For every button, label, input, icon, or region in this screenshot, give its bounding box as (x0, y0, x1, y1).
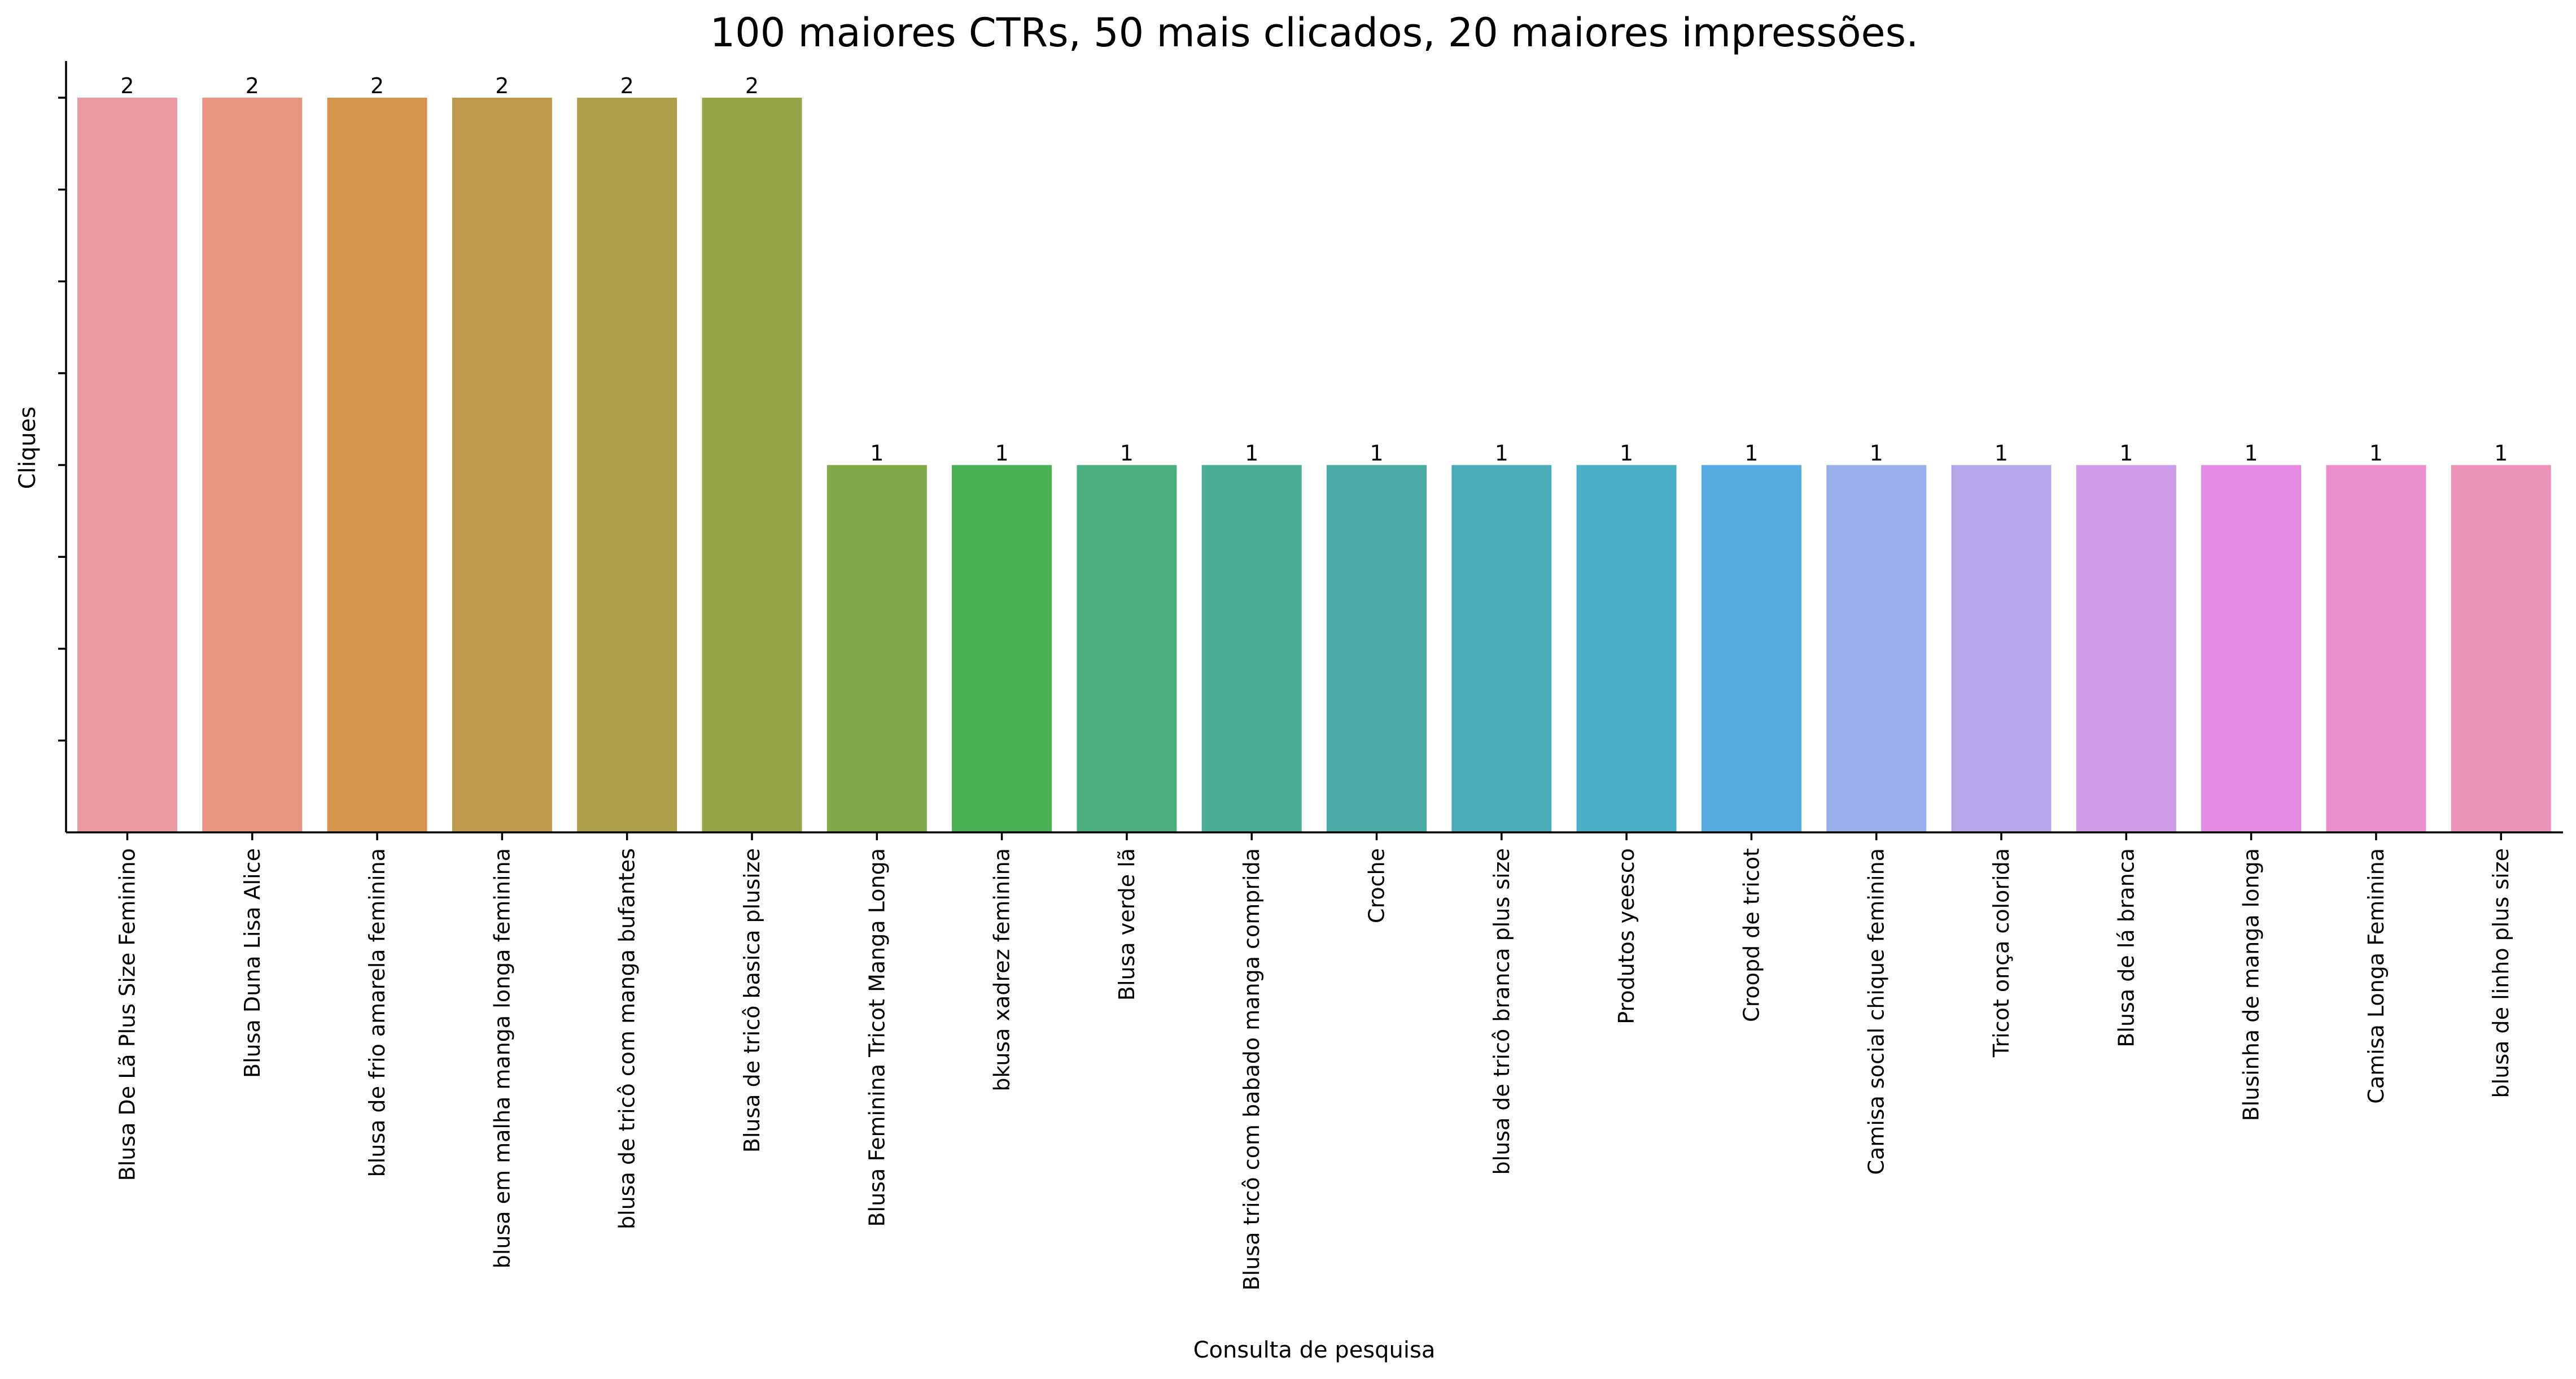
x-tick-label-16: Blusa de lá branca (2114, 848, 2138, 1048)
bar-value-label-19: 1 (2494, 441, 2508, 466)
x-tick-label-6: Blusa Feminina Tricot Manga Longa (864, 848, 889, 1227)
bar-15 (1951, 465, 2052, 832)
bar-value-label-5: 2 (745, 73, 759, 98)
x-axis-label: Consulta de pesquisa (1193, 1337, 1436, 1363)
x-tick-label-8: Blusa verde lã (1114, 848, 1139, 1001)
bar-3 (452, 98, 552, 832)
bar-value-label-11: 1 (1495, 441, 1508, 466)
bar-labels-group: 2 2 2 2 2 2 1 1 1 1 1 1 1 1 1 1 1 1 1 1 (120, 73, 2508, 466)
bar-value-label-6: 1 (870, 441, 884, 466)
bar-9 (1201, 465, 1302, 832)
bar-17 (2201, 465, 2302, 832)
bar-value-label-1: 2 (246, 73, 259, 98)
bar-value-label-3: 2 (495, 73, 509, 98)
x-tick-label-15: Tricot onça colorida (1989, 848, 2014, 1058)
bar-value-label-12: 1 (1620, 441, 1633, 466)
bar-19 (2451, 465, 2551, 832)
bar-14 (1826, 465, 1927, 832)
x-tick-label-7: bkusa xadrez feminina (990, 848, 1014, 1092)
x-tick-label-10: Croche (1364, 848, 1389, 923)
x-ticks-group: Blusa De Lã Plus Size Feminino Blusa Duna… (115, 832, 2513, 1290)
x-tick-label-13: Croopd de tricot (1739, 848, 1764, 1022)
bar-0 (77, 98, 177, 832)
x-tick-label-0: Blusa De Lã Plus Size Feminino (115, 848, 140, 1181)
bar-12 (1576, 465, 1677, 832)
bar-2 (327, 98, 427, 832)
bar-value-label-16: 1 (2119, 441, 2133, 466)
x-tick-label-18: Camisa Longa Feminina (2364, 848, 2389, 1104)
y-ticks-group (58, 97, 66, 742)
bars-group (77, 98, 2551, 832)
bar-1 (202, 98, 303, 832)
bar-7 (952, 465, 1052, 832)
bar-value-label-4: 2 (620, 73, 634, 98)
bar-8 (1077, 465, 1177, 832)
bar-16 (2076, 465, 2176, 832)
bar-11 (1451, 465, 1552, 832)
bar-value-label-10: 1 (1370, 441, 1383, 466)
x-tick-label-4: blusa de tricô com manga bufantes (615, 848, 640, 1229)
x-tick-label-9: Blusa tricô com babado manga comprida (1239, 848, 1264, 1290)
x-tick-label-5: Blusa de tricô basica plusize (740, 848, 764, 1153)
bar-13 (1701, 465, 1801, 832)
bar-value-label-17: 1 (2245, 441, 2258, 466)
x-tick-label-11: blusa de tricô branca plus size (1489, 848, 1514, 1175)
x-tick-label-3: blusa em malha manga longa feminina (489, 848, 514, 1268)
bar-4 (577, 98, 677, 832)
x-tick-label-12: Produtos yeesco (1614, 848, 1639, 1024)
x-tick-label-17: Blusinha de manga longa (2239, 848, 2264, 1121)
bar-value-label-0: 2 (120, 73, 134, 98)
bar-value-label-13: 1 (1744, 441, 1758, 466)
chart-title: 100 maiores CTRs, 50 mais clicados, 20 m… (710, 10, 1919, 56)
x-tick-label-1: Blusa Duna Lisa Alice (240, 848, 265, 1078)
bar-value-label-15: 1 (1995, 441, 2008, 466)
bar-value-label-8: 1 (1120, 441, 1134, 466)
bar-value-label-7: 1 (995, 441, 1009, 466)
bar-10 (1327, 465, 1427, 832)
bar-18 (2326, 465, 2426, 832)
y-axis-label: Cliques (15, 407, 41, 489)
x-tick-label-2: blusa de frio amarela feminina (365, 848, 390, 1177)
bar-value-label-18: 1 (2369, 441, 2383, 466)
bar-value-label-14: 1 (1870, 441, 1883, 466)
bar-5 (702, 98, 802, 832)
bar-value-label-2: 2 (370, 73, 384, 98)
x-tick-label-19: blusa de linho plus size (2488, 848, 2513, 1098)
x-tick-label-14: Camisa social chique feminina (1864, 848, 1889, 1175)
bar-6 (826, 465, 927, 832)
bar-value-label-9: 1 (1245, 441, 1258, 466)
